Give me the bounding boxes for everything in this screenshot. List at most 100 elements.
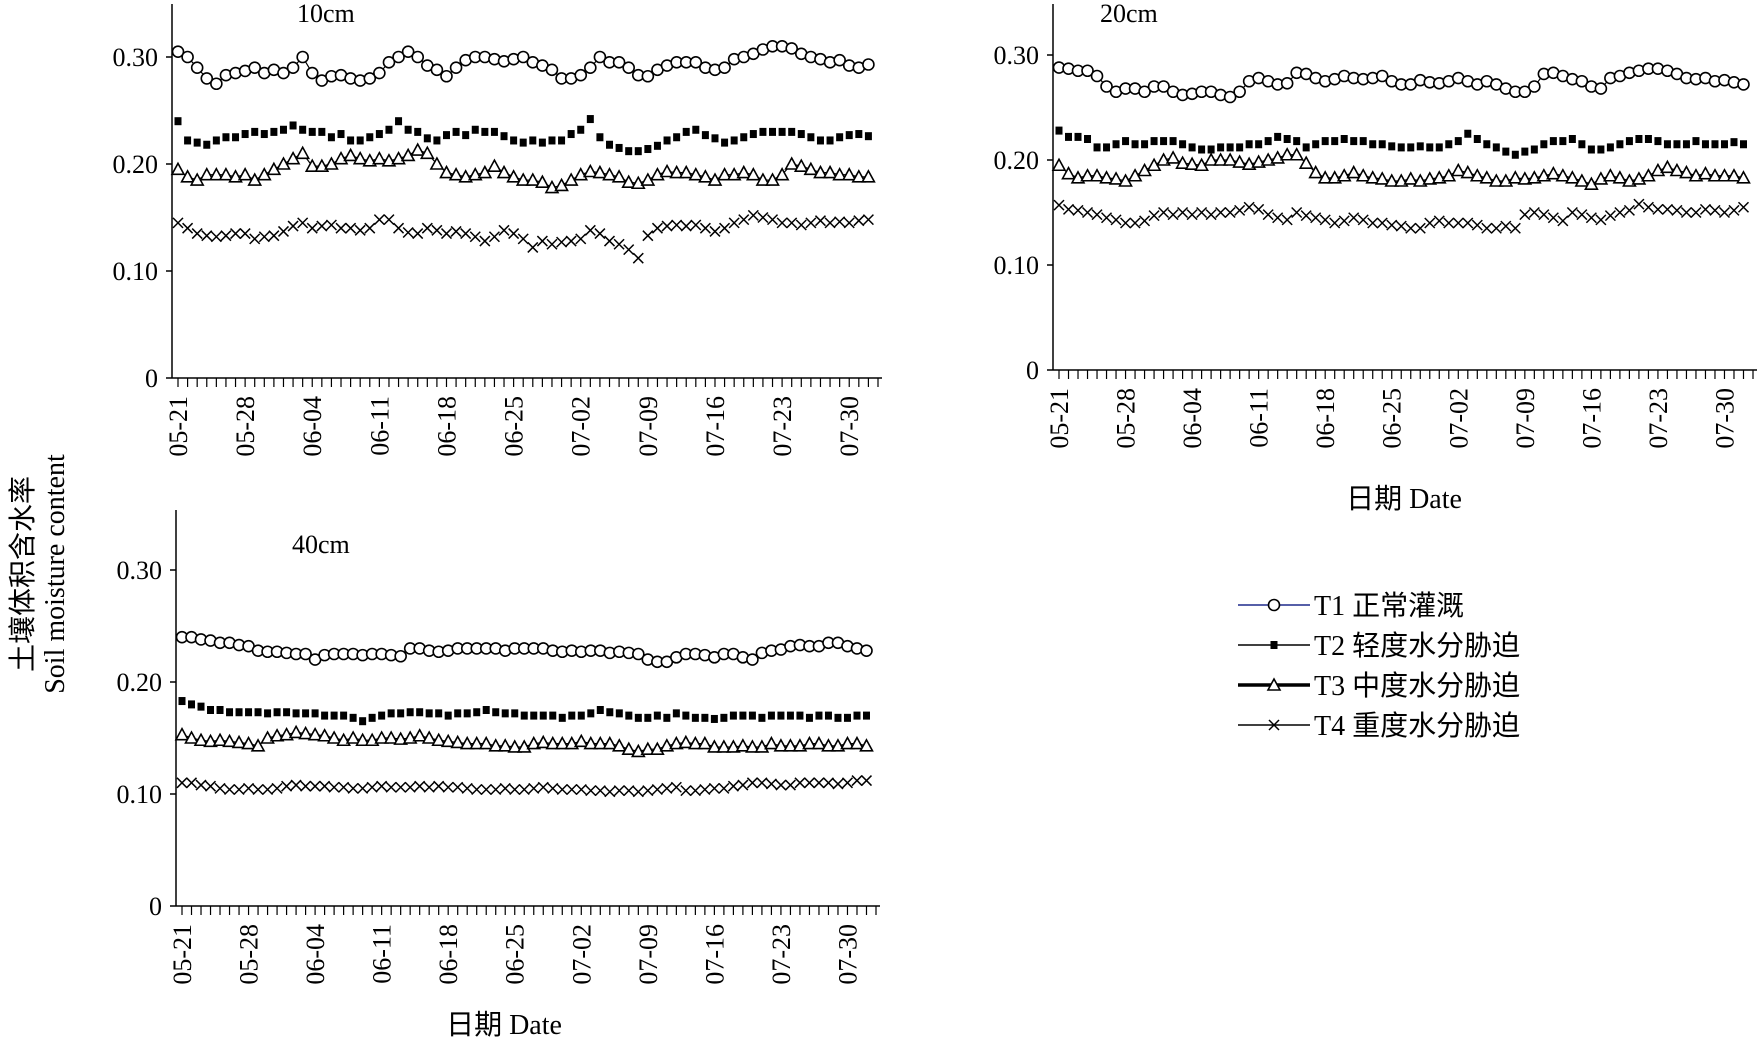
data-point-T2 [273,708,281,717]
data-point-T4 [1671,204,1683,216]
data-point-T2 [653,711,661,720]
data-point-T2 [644,713,652,722]
data-point-T4 [689,785,701,797]
data-point-T4 [195,779,207,791]
data-point-T2 [232,133,240,142]
x-tick-label: 07-02 [1444,388,1473,449]
data-point-T2 [1065,132,1073,141]
data-point-T2 [207,706,215,714]
data-point-T3 [193,732,209,747]
data-point-T4 [393,222,405,234]
series-T1 [171,39,875,91]
data-point-T4 [1081,206,1094,219]
data-point-T4 [176,777,188,789]
data-point-T4 [233,783,245,796]
data-point-T2 [824,711,832,720]
data-point-T2 [1179,140,1187,149]
data-point-T3 [1184,156,1200,170]
data-point-T2 [425,709,433,718]
data-point-T2 [1597,145,1605,154]
data-point-T4 [309,780,321,792]
data-point-T2 [1217,143,1225,152]
data-point-T4 [527,241,539,253]
data-point-T2 [366,133,374,142]
data-point-T1 [401,45,415,58]
data-point-T4 [1186,209,1198,221]
data-point-T2 [691,713,699,722]
data-point-T3 [774,167,790,181]
data-point-T3 [535,174,550,188]
data-point-T4 [862,214,874,226]
data-point-T2 [245,708,253,717]
data-point-T4 [395,781,407,793]
data-point-T1 [190,61,204,74]
data-point-T4 [450,225,462,237]
data-point-T2 [330,711,338,720]
data-point-T4 [1167,209,1179,221]
data-point-T3 [1612,170,1628,184]
x-tick-label: 07-23 [1644,388,1673,449]
data-point-T1 [545,63,559,77]
data-point-T3 [764,735,779,750]
data-point-T4 [824,217,836,229]
series-T3 [174,724,874,758]
data-point-T2 [711,134,719,143]
data-point-T4 [1538,209,1550,221]
data-point-T2 [442,131,450,140]
data-point-T4 [1376,217,1388,229]
data-point-T3 [726,167,742,181]
x-tick-label: 05-28 [231,396,260,457]
data-point-T4 [708,782,720,794]
data-point-T3 [1308,164,1324,179]
data-point-T4 [517,233,529,245]
data-point-T3 [298,725,313,740]
data-point-T2 [740,133,748,142]
data-point-T4 [1424,217,1436,229]
data-point-T3 [372,150,387,165]
data-point-T3 [1574,173,1590,187]
data-point-T1 [440,69,453,83]
data-point-T1 [1090,69,1104,83]
data-point-T1 [860,644,873,657]
x-tick-label: 05-21 [1045,388,1074,449]
data-point-T3 [822,164,838,179]
data-point-T3 [1365,170,1381,184]
data-point-T1 [299,647,312,661]
data-point-T2 [567,130,575,139]
data-point-T4 [623,785,635,797]
data-point-T2 [1350,137,1358,146]
data-point-T1 [785,42,798,55]
data-point-T4 [224,783,236,796]
data-point-T4 [565,235,577,247]
data-point-T4 [766,214,779,226]
data-point-T2 [1388,142,1396,151]
data-point-T4 [1680,206,1692,219]
x-tick-label: 07-30 [835,396,864,457]
data-point-T2 [1274,132,1282,141]
data-point-T4 [281,780,293,792]
data-point-T2 [404,125,412,134]
data-point-T4 [357,782,369,794]
data-point-T2 [397,709,405,718]
data-point-T4 [584,224,596,236]
data-point-T3 [832,167,847,181]
data-point-T4 [775,779,787,791]
data-point-T3 [1736,170,1751,184]
data-point-T3 [393,731,409,745]
data-point-T4 [191,228,203,240]
data-point-T2 [1407,143,1415,152]
data-point-T2 [748,711,756,720]
data-point-T3 [1469,168,1485,182]
data-point-T2 [501,709,509,718]
data-point-T2 [1625,137,1633,146]
data-point-T4 [1348,212,1360,224]
data-point-T2 [222,133,230,142]
data-point-T3 [477,164,493,179]
data-point-T4 [547,782,559,794]
data-point-T2 [308,127,316,136]
data-point-T2 [1454,137,1462,146]
data-point-T2 [701,713,709,722]
data-point-T4 [1253,203,1265,215]
data-point-T4 [1690,206,1702,219]
data-point-T2 [1701,140,1709,149]
